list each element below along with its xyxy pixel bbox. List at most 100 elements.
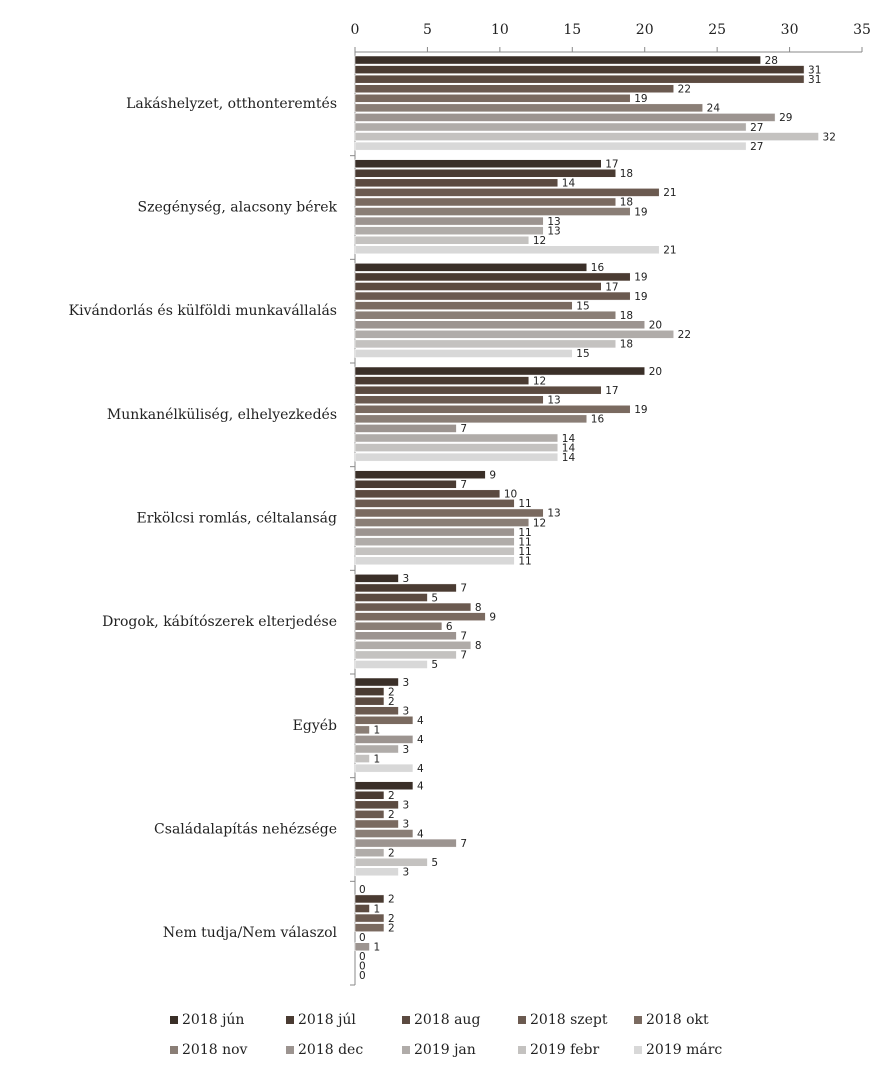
bar [354, 508, 544, 518]
value-label: 12 [533, 235, 546, 247]
bar [354, 819, 399, 829]
value-label: 2 [388, 894, 395, 906]
value-label: 20 [649, 366, 662, 378]
value-label: 7 [460, 631, 467, 643]
bar [354, 687, 385, 696]
bar [354, 216, 544, 226]
bar [354, 113, 776, 122]
value-label: 19 [634, 206, 647, 218]
bar [354, 499, 515, 508]
value-label: 27 [750, 122, 763, 134]
bar [354, 414, 588, 424]
value-label: 4 [417, 780, 424, 792]
bar [354, 677, 399, 687]
x-tick-label: 10 [491, 22, 509, 38]
value-label: 8 [475, 602, 482, 614]
value-label: 7 [460, 838, 467, 850]
value-label: 0 [359, 884, 366, 896]
bar [354, 141, 747, 151]
bar [354, 848, 385, 857]
bar [354, 282, 602, 291]
value-label: 6 [446, 621, 453, 633]
bar [354, 518, 530, 527]
legend-label: 2018 okt [646, 1012, 709, 1028]
value-label: 4 [417, 763, 424, 775]
bar [354, 790, 385, 800]
bar [354, 452, 559, 462]
legend-label: 2018 szept [530, 1012, 608, 1028]
value-label: 0 [359, 951, 366, 963]
bar [354, 339, 616, 349]
value-label: 29 [779, 112, 792, 124]
bar [354, 781, 414, 790]
bar [354, 574, 399, 583]
value-label: 5 [431, 659, 438, 671]
value-label: 12 [533, 517, 546, 529]
bar [354, 942, 370, 952]
value-label: 4 [417, 715, 424, 727]
value-label: 9 [489, 469, 496, 481]
value-label: 17 [605, 158, 618, 170]
bar [354, 330, 674, 339]
bar [354, 650, 457, 660]
bar [354, 65, 805, 74]
bar [354, 725, 370, 735]
bar [354, 94, 631, 103]
legend-swatch [402, 1016, 410, 1024]
value-label: 17 [605, 281, 618, 293]
value-label: 11 [518, 527, 531, 539]
legend-label: 2018 jún [182, 1012, 244, 1028]
value-label: 4 [417, 828, 424, 840]
value-label: 3 [402, 819, 409, 831]
category-label: Nem tudja/Nem válaszol [163, 925, 338, 941]
bar [354, 489, 501, 499]
bar [354, 197, 616, 207]
legend-label: 2019 febr [530, 1042, 600, 1058]
bar [354, 405, 631, 414]
value-label: 24 [707, 103, 721, 115]
value-label: 14 [562, 452, 576, 464]
bar [354, 838, 457, 848]
bar [354, 132, 819, 141]
legend-swatch [402, 1046, 410, 1054]
value-label: 1 [373, 725, 380, 737]
value-label: 13 [547, 394, 560, 406]
bar [354, 913, 385, 923]
bar [354, 272, 631, 282]
bar [354, 245, 660, 255]
value-label: 0 [359, 970, 366, 982]
bar [354, 226, 544, 235]
value-label: 11 [518, 536, 531, 548]
legend-swatch [518, 1046, 526, 1054]
legend-label: 2018 júl [298, 1012, 356, 1028]
legend-swatch [170, 1016, 178, 1024]
value-label: 19 [634, 272, 647, 284]
value-label: 27 [750, 141, 763, 153]
value-label: 31 [808, 64, 821, 76]
value-label: 3 [402, 800, 409, 812]
bar [354, 178, 559, 188]
value-label: 0 [359, 961, 366, 973]
x-tick-label: 5 [423, 22, 432, 38]
x-tick-label: 0 [351, 22, 360, 38]
value-label: 17 [605, 385, 618, 397]
value-label: 2 [388, 686, 395, 698]
value-label: 31 [808, 74, 821, 86]
value-label: 18 [620, 168, 633, 180]
bar [354, 207, 631, 216]
bar [354, 443, 559, 452]
value-label: 4 [417, 734, 424, 746]
legend-label: 2018 nov [182, 1042, 248, 1058]
category-label: Munkanélküliség, elhelyezkedés [107, 407, 337, 423]
value-label: 21 [663, 245, 676, 257]
value-label: 2 [388, 922, 395, 934]
bar [354, 395, 544, 405]
value-label: 22 [678, 83, 691, 95]
legend-swatch [518, 1016, 526, 1024]
legend-label: 2019 jan [414, 1042, 476, 1058]
value-label: 2 [388, 696, 395, 708]
category-label: Szegénység, alacsony bérek [138, 200, 338, 216]
x-tick-label: 20 [636, 22, 654, 38]
bar [354, 800, 399, 810]
